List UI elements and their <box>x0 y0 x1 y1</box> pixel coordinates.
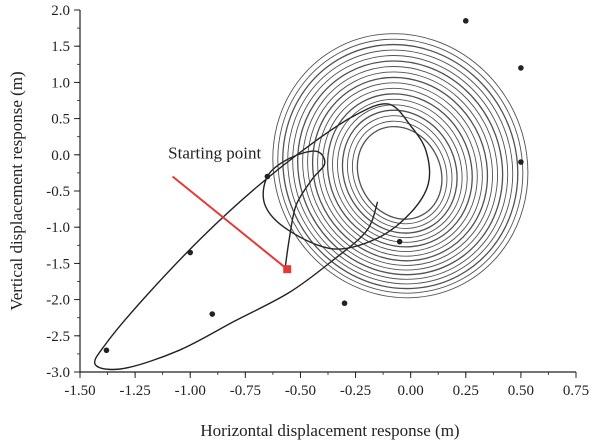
trajectory-layer <box>93 18 529 371</box>
x-axis-title: Horizontal displacement response (m) <box>200 421 459 440</box>
orbit-loop <box>282 43 519 290</box>
y-tick-label: -3.0 <box>46 365 70 381</box>
orbit-loop <box>287 49 514 285</box>
starting-point-arrow <box>171 175 288 270</box>
direction-marker <box>209 311 216 317</box>
direction-marker <box>264 173 271 180</box>
orbit-loop <box>302 66 499 271</box>
y-axis-title: Vertical displacement response (m) <box>7 71 26 310</box>
x-tick-label: 0.75 <box>563 383 589 399</box>
direction-marker <box>518 159 524 165</box>
x-tick-label: -0.25 <box>340 383 371 399</box>
orbit-loop <box>332 98 468 243</box>
x-tick-label: -1.50 <box>64 383 95 399</box>
y-tick-label: -1.0 <box>46 220 70 236</box>
y-tick-label: -2.5 <box>46 329 70 345</box>
orbit-loop <box>326 93 473 248</box>
direction-marker <box>518 65 524 71</box>
orbit-loop <box>337 104 463 239</box>
direction-marker <box>396 238 403 245</box>
direction-marker <box>103 347 110 354</box>
y-tick-label: -0.5 <box>46 184 70 200</box>
y-tick-label: -1.5 <box>46 256 70 272</box>
x-tick-label: 0.00 <box>398 383 424 399</box>
orbit-loop <box>322 87 478 252</box>
orbit-loop <box>341 109 458 234</box>
x-tick-label: -0.50 <box>285 383 316 399</box>
orbit-loop <box>346 115 453 229</box>
starting-point-label: Starting point <box>168 143 261 162</box>
x-tick-label: -1.25 <box>119 383 150 399</box>
orbit-loop <box>351 120 448 225</box>
orbit-loop <box>356 125 443 220</box>
orbit-loop <box>272 33 529 299</box>
y-tick-label: 0.5 <box>51 112 70 128</box>
annotation-layer: Starting point <box>168 143 292 274</box>
direction-marker <box>341 300 348 307</box>
direction-marker <box>187 249 194 256</box>
orbit-loop <box>277 38 524 294</box>
y-tick-label: 1.0 <box>51 75 70 91</box>
ticks: -1.50 -1.25 -1.00 -0.75 -0.50 -0.25 0.00 0.25 0.… <box>46 3 589 399</box>
x-tick-label: -1.00 <box>175 383 206 399</box>
y-tick-label: -2.0 <box>46 293 70 309</box>
orbit-loop <box>292 55 509 280</box>
orbit-loop <box>297 60 504 276</box>
orbit-loop <box>311 76 489 262</box>
orbit-loop <box>307 71 493 266</box>
x-tick-label: 0.25 <box>453 383 479 399</box>
y-tick-label: 0.0 <box>51 148 70 164</box>
x-tick-label: -0.75 <box>230 383 261 399</box>
orbit-loop <box>317 82 483 257</box>
starting-point-marker <box>283 265 292 274</box>
x-tick-label: 0.50 <box>508 383 534 399</box>
y-tick-label: 1.5 <box>51 39 70 55</box>
y-tick-label: 2.0 <box>51 3 70 19</box>
direction-marker <box>462 18 469 24</box>
